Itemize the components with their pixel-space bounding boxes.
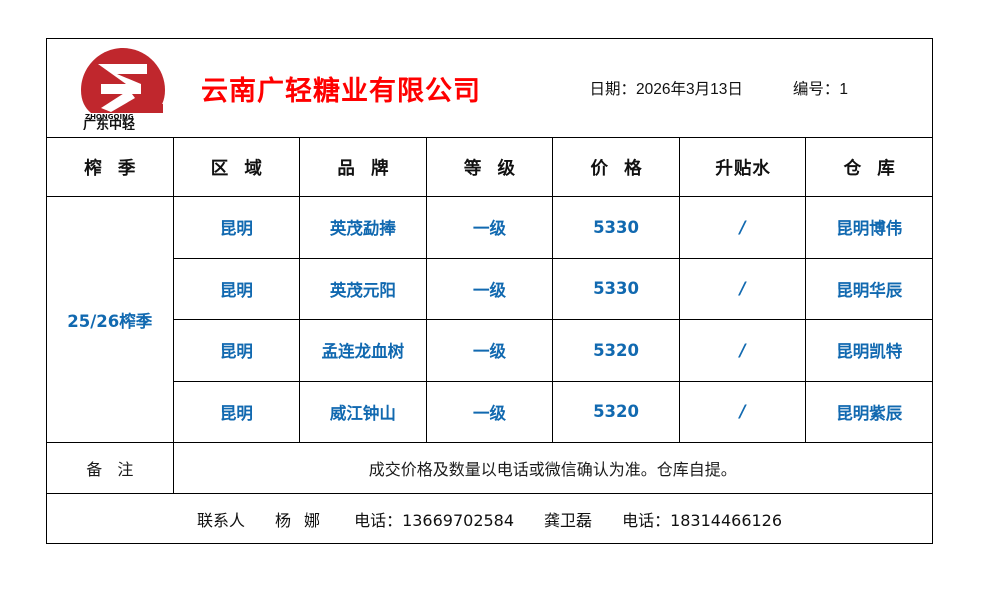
cell-region: 昆明 <box>172 257 301 320</box>
cell-brand: 英茂勐捧 <box>299 196 427 259</box>
column-header-region: 区 域 <box>172 137 301 197</box>
column-header-brand: 品 牌 <box>299 137 427 197</box>
contact-row: 联系人 杨 娜 电话：13669702584 龚卫磊 电话：1831446612… <box>46 493 933 544</box>
table-row: 昆明 威江钟山 一级 5320 / 昆明紫辰 <box>47 380 933 443</box>
cell-region: 昆明 <box>172 196 301 259</box>
cell-price: 5330 <box>552 196 680 259</box>
logo-chinese-text: 广东中轻 <box>83 117 135 130</box>
logo-pinyin-text: ZHONGQING <box>85 113 134 121</box>
contact-label: 联系人 <box>196 510 245 530</box>
cell-warehouse: 昆明华辰 <box>805 257 933 320</box>
cell-grade: 一级 <box>425 257 554 320</box>
cell-price: 5320 <box>552 319 680 382</box>
sheet-header-cell: ZHONGQING 广东中轻 云南广轻糖业有限公司 日期：2026年3月13日 … <box>46 38 933 138</box>
remark-row: 备 注 成交价格及数量以电话或微信确认为准。仓库自提。 <box>46 442 934 494</box>
cell-premium: / <box>678 319 807 382</box>
cell-price: 5330 <box>552 257 680 320</box>
cell-grade: 一级 <box>425 319 554 382</box>
company-title: 云南广轻糖业有限公司 <box>201 75 481 107</box>
contact-person-1-phone: 电话：13669702584 <box>354 510 515 530</box>
table-row: 昆明 孟连龙血树 一级 5320 / 昆明凯特 <box>47 319 933 382</box>
number-label: 编号：1 <box>792 81 848 98</box>
cell-premium: / <box>678 257 807 320</box>
contact-person-2-phone: 电话：18314466126 <box>622 510 783 530</box>
column-header-premium: 升贴水 <box>678 137 807 197</box>
cell-brand: 威江钟山 <box>299 380 427 443</box>
contact-person-2-name: 龚卫磊 <box>544 510 593 530</box>
column-header-grade: 等 级 <box>425 137 554 197</box>
season-cell: 25/26榨季 <box>46 196 174 443</box>
cell-warehouse: 昆明凯特 <box>805 319 933 382</box>
table-row: 昆明 英茂元阳 一级 5330 / 昆明华辰 <box>47 257 933 320</box>
cell-region: 昆明 <box>172 380 301 443</box>
sheet-meta: 日期：2026年3月13日 编号：1 <box>590 77 932 99</box>
column-header-season: 榨 季 <box>46 137 174 197</box>
date-label: 日期：2026年3月13日 <box>589 81 743 98</box>
cell-brand: 孟连龙血树 <box>299 319 427 382</box>
cell-grade: 一级 <box>425 380 554 443</box>
remark-text: 成交价格及数量以电话或微信确认为准。仓库自提。 <box>172 442 934 494</box>
quotation-sheet: ZHONGQING 广东中轻 云南广轻糖业有限公司 日期：2026年3月13日 … <box>46 38 934 547</box>
cell-brand: 英茂元阳 <box>299 257 427 320</box>
remark-label: 备 注 <box>46 442 174 494</box>
cell-price: 5320 <box>552 380 680 443</box>
cell-premium: / <box>678 196 807 259</box>
quotation-table: ZHONGQING 广东中轻 云南广轻糖业有限公司 日期：2026年3月13日 … <box>46 38 934 544</box>
company-logo-icon: ZHONGQING 广东中轻 <box>71 46 175 130</box>
contact-cell: 联系人 杨 娜 电话：13669702584 龚卫磊 电话：1831446612… <box>46 493 933 544</box>
column-header-row: 榨 季 区 域 品 牌 等 级 价 格 升贴水 仓 库 <box>46 137 933 197</box>
sheet-header-row: ZHONGQING 广东中轻 云南广轻糖业有限公司 日期：2026年3月13日 … <box>46 38 933 138</box>
contact-person-1-name: 杨 娜 <box>274 510 325 530</box>
column-header-warehouse: 仓 库 <box>805 137 933 197</box>
cell-premium: / <box>678 380 807 443</box>
cell-grade: 一级 <box>425 196 554 259</box>
cell-warehouse: 昆明博伟 <box>805 196 933 259</box>
column-header-price: 价 格 <box>552 137 680 197</box>
cell-warehouse: 昆明紫辰 <box>805 380 933 443</box>
cell-region: 昆明 <box>172 319 301 382</box>
table-row: 25/26榨季 昆明 英茂勐捧 一级 5330 / 昆明博伟 <box>46 196 933 443</box>
